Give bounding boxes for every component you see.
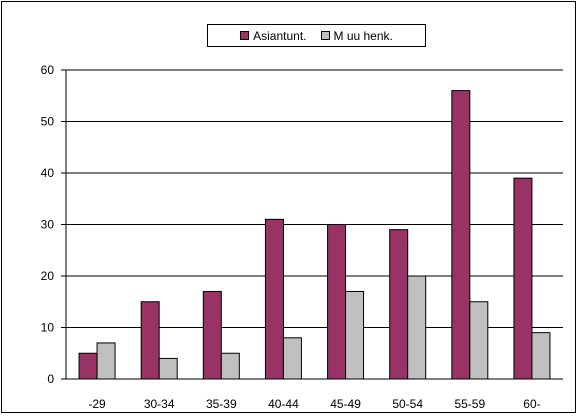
x-tick-label-35-39: 35-39 xyxy=(206,397,237,411)
x-tick-label-30-34: 30-34 xyxy=(144,397,175,411)
gridlines xyxy=(66,69,563,328)
bar-muu-henk-40-44 xyxy=(282,337,302,380)
x-tick-labels: -29 30-34 35-39 40-44 45-49 50-54 55-59 60- xyxy=(88,397,540,411)
bar-muu-henk-55-59 xyxy=(469,301,489,380)
bar-asiantunt--29 xyxy=(78,352,98,380)
y-tick-label-0: 0 xyxy=(47,372,54,386)
x-tick-label-60-: 60- xyxy=(523,397,540,411)
bar-asiantunt-40-44 xyxy=(264,218,284,380)
bar-muu-henk-35-39 xyxy=(220,352,240,380)
x-tick-label--29: -29 xyxy=(88,397,106,411)
bar-asiantunt-30-34 xyxy=(140,301,160,380)
legend-label-muu-henk: M uu henk. xyxy=(333,28,393,43)
bar-muu-henk-60- xyxy=(531,332,551,380)
bar-muu-henk-30-34 xyxy=(158,357,178,380)
bar-muu-henk--29 xyxy=(96,342,116,380)
legend-swatch-asiantunt xyxy=(240,31,250,40)
y-tick-label-40: 40 xyxy=(41,166,55,180)
legend-item-muu-henk: M uu henk. xyxy=(320,28,393,43)
bar-asiantunt-45-49 xyxy=(327,224,347,380)
x-tick-label-45-49: 45-49 xyxy=(330,397,361,411)
x-tick-label-50-54: 50-54 xyxy=(392,397,423,411)
legend-swatch-muu-henk xyxy=(320,31,330,40)
y-tick-label-50: 50 xyxy=(41,115,55,129)
y-tick-label-60: 60 xyxy=(41,63,55,77)
y-tick-label-30: 30 xyxy=(41,218,55,232)
bar-muu-henk-45-49 xyxy=(345,290,365,380)
y-tick-label-20: 20 xyxy=(41,269,55,283)
bar-muu-henk-50-54 xyxy=(407,275,427,380)
bar-asiantunt-55-59 xyxy=(451,90,471,380)
legend-label-asiantunt: Asiantunt. xyxy=(253,28,307,43)
legend-item-asiantunt: Asiantunt. xyxy=(240,28,307,43)
axes xyxy=(61,69,563,380)
legend: Asiantunt. M uu henk. xyxy=(207,24,426,47)
bar-asiantunt-35-39 xyxy=(202,290,222,380)
x-tick-label-40-44: 40-44 xyxy=(268,397,299,411)
y-tick-label-10: 10 xyxy=(41,321,55,335)
bar-asiantunt-50-54 xyxy=(389,229,409,380)
bar-asiantunt-60- xyxy=(513,177,533,380)
bars xyxy=(78,90,551,380)
x-tick-label-55-59: 55-59 xyxy=(454,397,485,411)
y-tick-labels: 0 10 20 30 40 50 60 xyxy=(41,63,55,386)
